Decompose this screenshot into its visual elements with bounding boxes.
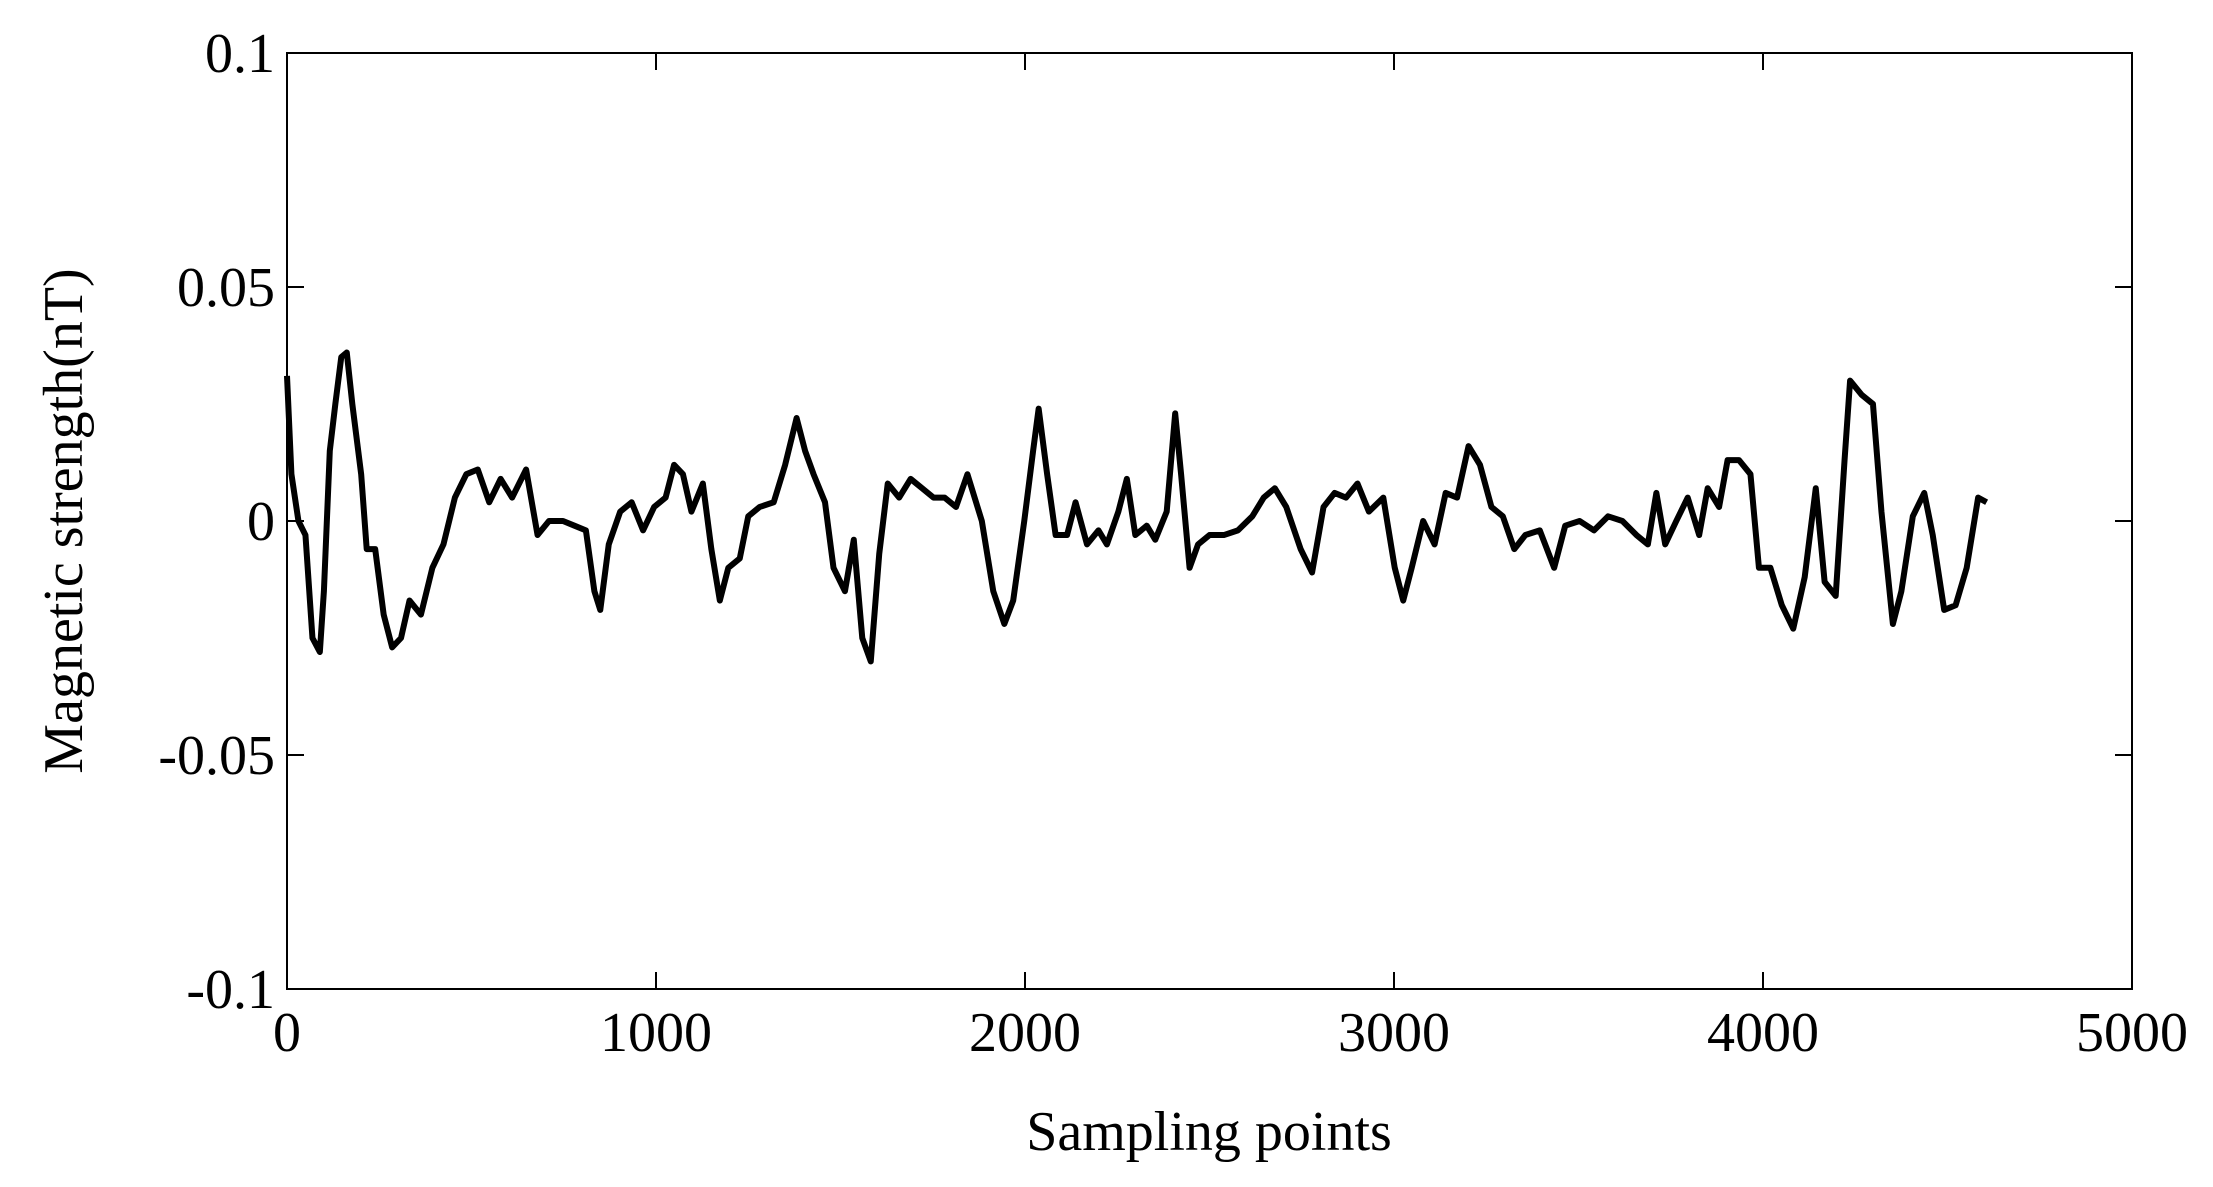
x-tick-label: 3000 (1338, 1002, 1450, 1064)
x-tick-label: 0 (273, 1002, 301, 1064)
y-tick-label: 0 (247, 491, 275, 553)
x-tick-label: 2000 (969, 1002, 1081, 1064)
y-tick-label: 0.05 (177, 257, 275, 319)
y-tick-label: -0.1 (186, 959, 275, 1021)
x-tick-label: 1000 (600, 1002, 712, 1064)
x-tick-label: 4000 (1707, 1002, 1819, 1064)
y-tick-label: 0.1 (205, 23, 275, 85)
x-axis-label: Sampling points (1026, 1101, 1392, 1163)
x-tick-label: 5000 (2076, 1002, 2188, 1064)
data-line (284, 349, 1989, 665)
y-tick-label: -0.05 (158, 725, 275, 787)
y-axis-label: Magnetic strength(nT) (33, 268, 95, 773)
